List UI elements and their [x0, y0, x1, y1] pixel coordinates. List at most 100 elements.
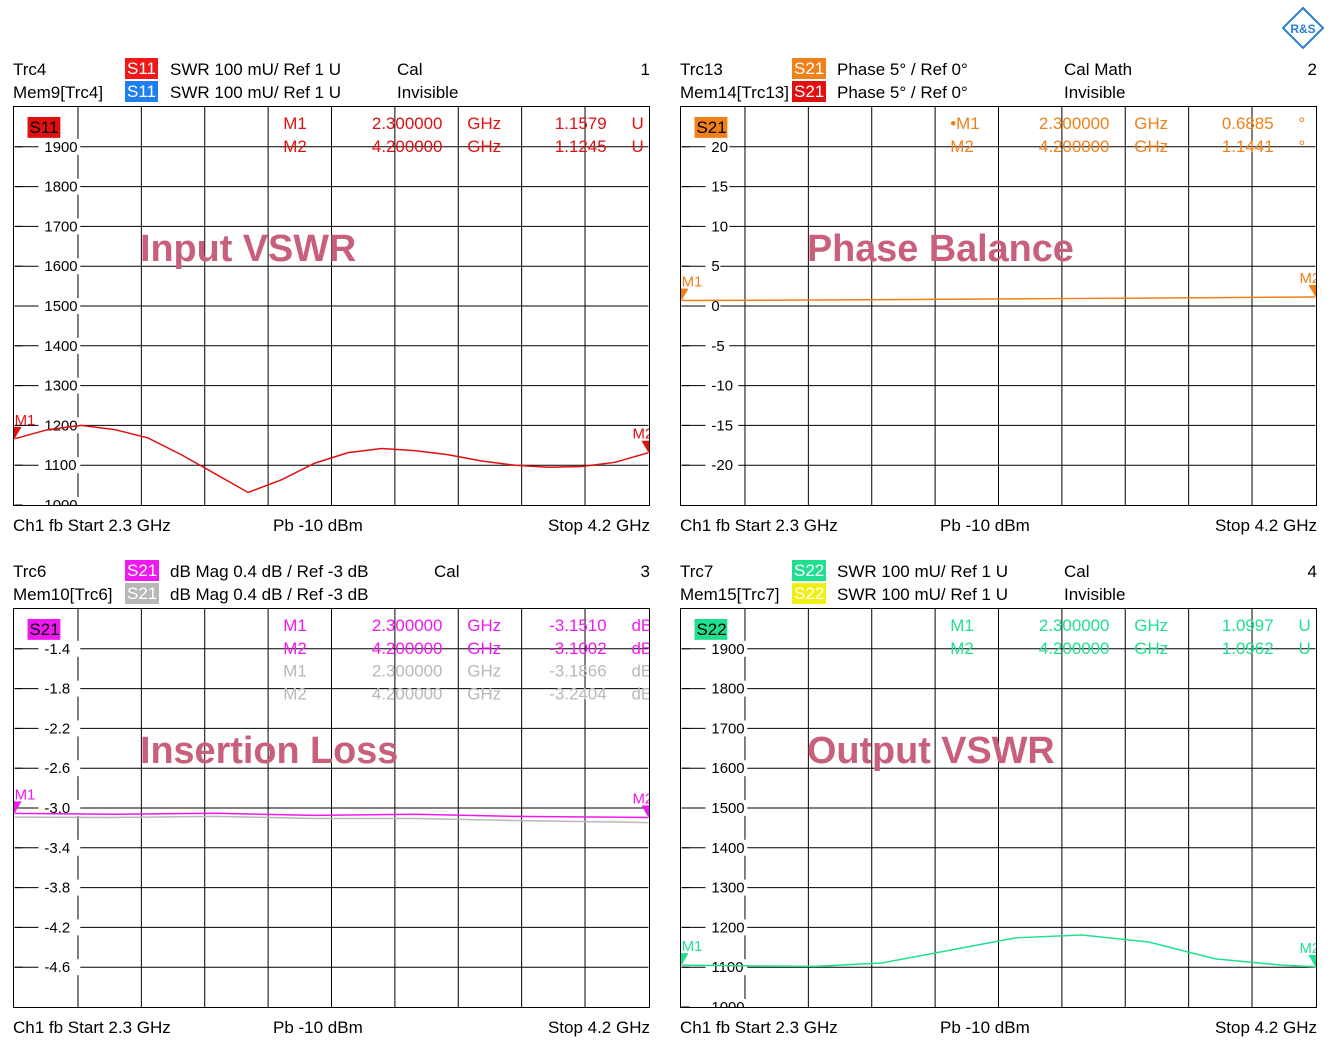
plot-area[interactable]: 1900 1800 1700 1600 1500 1400 1300 1200 1100 1000… [13, 106, 650, 506]
active-trace-chip[interactable]: S11 [27, 116, 61, 138]
footer-start[interactable]: Ch1 fb Start 2.3 GHz [13, 516, 171, 535]
trace-header-2[interactable]: Mem9[Trc4] S11 SWR 100 mU/ Ref 1 U Invisibl… [13, 81, 650, 104]
trace-marker-m2[interactable]: M2 [632, 790, 650, 818]
tick-label-bg [38, 760, 81, 777]
footer-start[interactable]: Ch1 fb Start 2.3 GHz [13, 1018, 171, 1037]
marker-readout[interactable]: M2 4.200000 GHz 1.1245 U [283, 137, 643, 156]
trace-marker-m1[interactable]: M1 [13, 412, 35, 439]
footer-stop[interactable]: Stop 4.2 GHz [547, 1018, 650, 1037]
y-tick-label: 5 [711, 258, 719, 275]
diagram-4[interactable]: Trc7 S22 SWR 100 mU/ Ref 1 U Cal 4 Mem15[Trc7… [667, 560, 1327, 1060]
trace-format[interactable]: dB Mag 0.4 dB / Ref -3 dB [170, 562, 369, 581]
trace-format[interactable]: SWR 100 mU/ Ref 1 U [837, 585, 1008, 604]
trace-header-2[interactable]: Mem15[Trc7] S22 SWR 100 mU/ Ref 1 U Invisib… [680, 583, 1317, 606]
footer-stop[interactable]: Stop 4.2 GHz [1214, 516, 1317, 535]
tick-label-bg [705, 720, 748, 737]
marker-readout[interactable]: M1 2.300000 GHz -3.1866 dB [283, 662, 650, 681]
plot-area[interactable]: -1.4 -1.8 -2.2 -2.6 -3.0 -3.4 -3.8 -4.2 -4.6 S21 M… [13, 608, 650, 1008]
trace-header-2[interactable]: Mem14[Trc13] S21 Phase 5° / Ref 0° Invisibl… [680, 81, 1317, 104]
tick-label-bg [38, 138, 81, 155]
marker-unit: GHz [467, 137, 501, 156]
marker-label: M2 [632, 790, 650, 807]
trace-name[interactable]: Trc6 [13, 562, 47, 581]
trace-marker-m1[interactable]: M1 [680, 938, 702, 966]
trace-param-badge[interactable]: S21 [792, 81, 827, 102]
tick-label-bg [705, 879, 748, 896]
channel-footer[interactable]: Ch1 fb Start 2.3 GHz Pb -10 dBm Stop 4.2 G… [680, 1018, 1317, 1042]
trace-status: Cal [1064, 562, 1090, 581]
tick-label-bg [38, 337, 81, 354]
trace-param-badge[interactable]: S11 [125, 58, 158, 79]
trace-name[interactable]: Mem9[Trc4] [13, 83, 104, 102]
trace-param-badge[interactable]: S22 [792, 583, 827, 604]
trace-param-badge[interactable]: S21 [125, 560, 160, 581]
footer-stop[interactable]: Stop 4.2 GHz [547, 516, 650, 535]
marker-readout[interactable]: M2 4.200000 GHz -3.2404 dB [283, 685, 650, 704]
marker-readout[interactable]: M2 4.200000 GHz 1.1441 ° [950, 137, 1305, 156]
trace-name[interactable]: Trc4 [13, 60, 47, 79]
trace-header-1[interactable]: Trc4 S11 SWR 100 mU/ Ref 1 U Cal 1 [13, 58, 650, 81]
trace-param-badge[interactable]: S21 [125, 583, 160, 604]
trace-marker-m2[interactable]: M2 [632, 426, 650, 453]
footer-stop[interactable]: Stop 4.2 GHz [1214, 1018, 1317, 1037]
trace-format[interactable]: Phase 5° / Ref 0° [837, 83, 968, 102]
trace-param-badge[interactable]: S22 [792, 560, 827, 581]
trace-header-1[interactable]: Trc6 S21 dB Mag 0.4 dB / Ref -3 dB Cal 3 [13, 560, 650, 583]
tick-label-bg [38, 919, 81, 936]
trace-status: Cal [397, 60, 423, 79]
tick-label-bg [38, 218, 81, 235]
marker-readout[interactable]: •M1 2.300000 GHz 0.6885 ° [950, 114, 1305, 133]
plot-area[interactable]: 20 15 10 5 0 -5 -10 -15 -20 S21 •M1 2.300000 GHz 0.68… [680, 106, 1317, 506]
trace-format[interactable]: SWR 100 mU/ Ref 1 U [170, 83, 341, 102]
marker-triangle [14, 426, 22, 439]
marker-freq: 4.200000 [1039, 639, 1110, 658]
channel-footer[interactable]: Ch1 fb Start 2.3 GHz Pb -10 dBm Stop 4.2 G… [680, 516, 1317, 540]
marker-readout[interactable]: M2 4.200000 GHz -3.1002 dB [283, 639, 650, 658]
trace-param-badge[interactable]: S21 [792, 58, 827, 79]
trace-marker-m1[interactable]: M1 [13, 786, 35, 814]
footer-start[interactable]: Ch1 fb Start 2.3 GHz [680, 516, 838, 535]
marker-triangle [681, 953, 689, 966]
active-trace-chip[interactable]: S21 [694, 116, 728, 138]
trace-header-1[interactable]: Trc13 S21 Phase 5° / Ref 0° Cal Math 2 [680, 58, 1317, 81]
trace-param-badge[interactable]: S11 [125, 81, 158, 102]
diagram-1[interactable]: Trc4 S11 SWR 100 mU/ Ref 1 U Cal 1 Mem9[Trc4]… [0, 58, 660, 558]
marker-readout[interactable]: M2 4.200000 GHz 1.0962 U [950, 639, 1310, 658]
trace-name[interactable]: Trc13 [680, 60, 723, 79]
marker-value: -3.2404 [549, 685, 606, 704]
diagram-3[interactable]: Trc6 S21 dB Mag 0.4 dB / Ref -3 dB Cal 3 Mem1… [0, 560, 660, 1060]
trace-name[interactable]: Mem10[Trc6] [13, 585, 113, 604]
footer-power[interactable]: Pb -10 dBm [273, 516, 363, 535]
trace-header-1[interactable]: Trc7 S22 SWR 100 mU/ Ref 1 U Cal 4 [680, 560, 1317, 583]
footer-power[interactable]: Pb -10 dBm [940, 1018, 1030, 1037]
diagram-2[interactable]: Trc13 S21 Phase 5° / Ref 0° Cal Math 2 Mem14[… [667, 58, 1327, 558]
chip-label: S21 [30, 620, 60, 639]
trace-name[interactable]: Trc7 [680, 562, 714, 581]
trace-marker-m1[interactable]: M1 [680, 274, 702, 301]
footer-power[interactable]: Pb -10 dBm [273, 1018, 363, 1037]
active-trace-chip[interactable]: S21 [27, 618, 61, 640]
footer-start[interactable]: Ch1 fb Start 2.3 GHz [680, 1018, 838, 1037]
trace-marker-m2[interactable]: M2 [1299, 270, 1317, 297]
trace-header-2[interactable]: Mem10[Trc6] S21 dB Mag 0.4 dB / Ref -3 dB [13, 583, 650, 606]
trace-format[interactable]: SWR 100 mU/ Ref 1 U [170, 60, 341, 79]
plot-area[interactable]: 1900 1800 1700 1600 1500 1400 1300 1200 1100 1000… [680, 608, 1317, 1008]
footer-power[interactable]: Pb -10 dBm [940, 516, 1030, 535]
trace-format[interactable]: dB Mag 0.4 dB / Ref -3 dB [170, 585, 369, 604]
marker-readout[interactable]: M1 2.300000 GHz -3.1510 dB [283, 616, 650, 635]
marker-readout[interactable]: M1 2.300000 GHz 1.0997 U [950, 616, 1310, 635]
marker-vunit: dB [631, 616, 650, 635]
trace-format[interactable]: SWR 100 mU/ Ref 1 U [837, 562, 1008, 581]
channel-footer[interactable]: Ch1 fb Start 2.3 GHz Pb -10 dBm Stop 4.2 G… [13, 1018, 650, 1042]
trace-name[interactable]: Mem15[Trc7] [680, 585, 780, 604]
trace-marker-m2[interactable]: M2 [1299, 940, 1317, 967]
channel-footer[interactable]: Ch1 fb Start 2.3 GHz Pb -10 dBm Stop 4.2 G… [13, 516, 650, 540]
active-trace-chip[interactable]: S22 [694, 618, 728, 640]
marker-unit: GHz [1134, 137, 1168, 156]
trace-format[interactable]: Phase 5° / Ref 0° [837, 60, 968, 79]
trace-name[interactable]: Mem14[Trc13] [680, 83, 789, 102]
marker-readout[interactable]: M1 2.300000 GHz 1.1579 U [283, 114, 643, 133]
y-tick-label: 1200 [711, 919, 744, 936]
chip-label: S11 [30, 118, 59, 137]
marker-unit: GHz [467, 639, 501, 658]
